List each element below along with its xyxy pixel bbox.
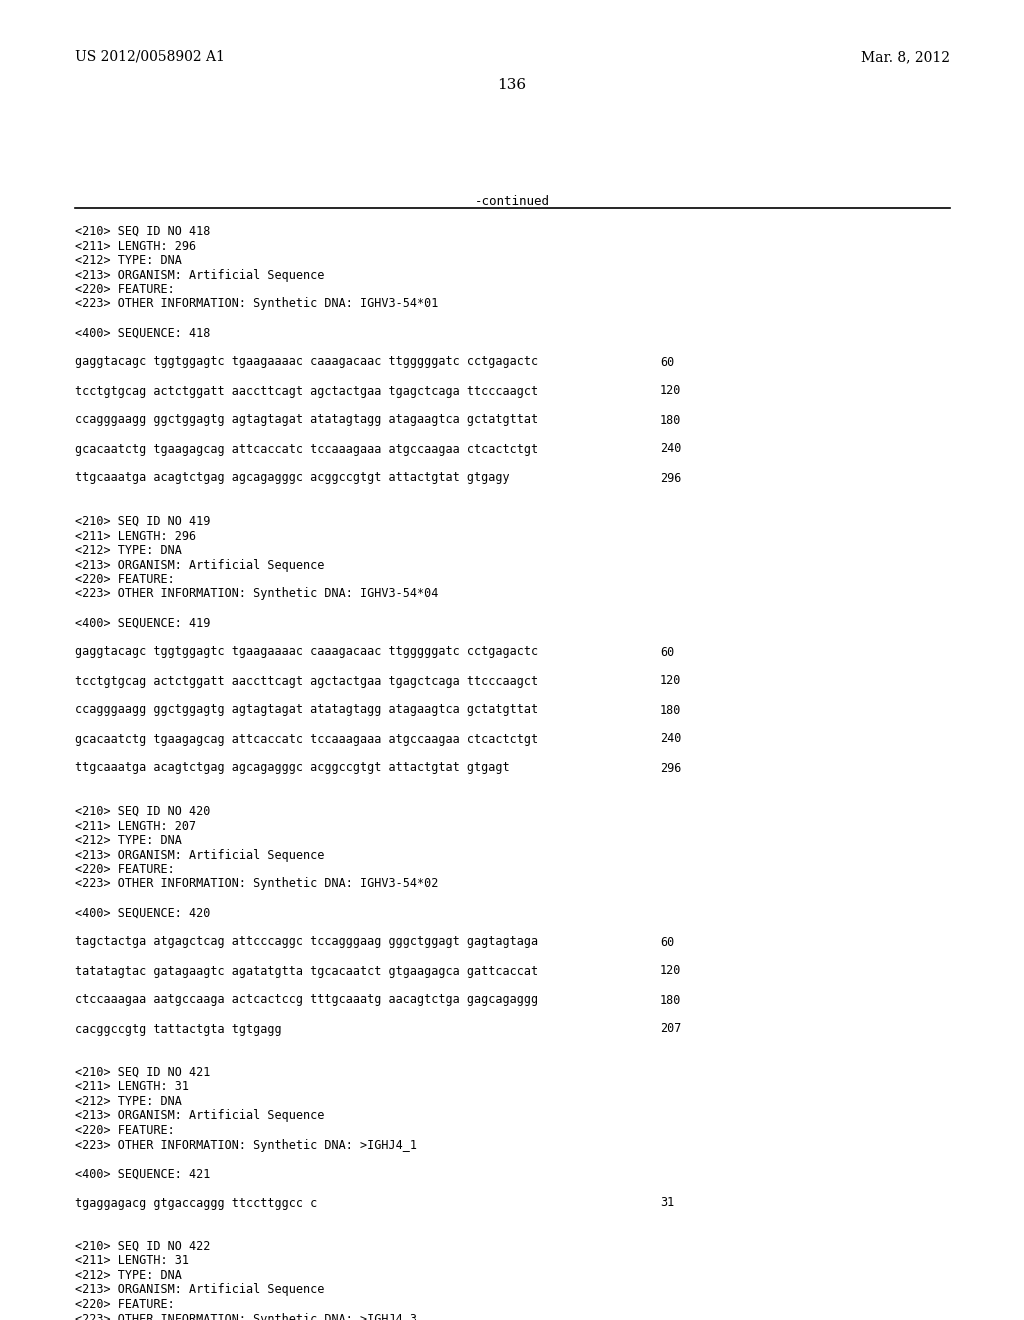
Text: 60: 60 xyxy=(660,645,674,659)
Text: <210> SEQ ID NO 421: <210> SEQ ID NO 421 xyxy=(75,1067,210,1078)
Text: <223> OTHER INFORMATION: Synthetic DNA: IGHV3-54*01: <223> OTHER INFORMATION: Synthetic DNA: … xyxy=(75,297,438,310)
Text: <400> SEQUENCE: 418: <400> SEQUENCE: 418 xyxy=(75,326,210,339)
Text: 180: 180 xyxy=(660,994,681,1006)
Text: tcctgtgcag actctggatt aaccttcagt agctactgaa tgagctcaga ttcccaagct: tcctgtgcag actctggatt aaccttcagt agctact… xyxy=(75,384,539,397)
Text: <211> LENGTH: 296: <211> LENGTH: 296 xyxy=(75,529,197,543)
Text: 296: 296 xyxy=(660,762,681,775)
Text: <210> SEQ ID NO 422: <210> SEQ ID NO 422 xyxy=(75,1239,210,1253)
Text: <213> ORGANISM: Artificial Sequence: <213> ORGANISM: Artificial Sequence xyxy=(75,1110,325,1122)
Text: 120: 120 xyxy=(660,965,681,978)
Text: <210> SEQ ID NO 420: <210> SEQ ID NO 420 xyxy=(75,805,210,818)
Text: <223> OTHER INFORMATION: Synthetic DNA: IGHV3-54*02: <223> OTHER INFORMATION: Synthetic DNA: … xyxy=(75,878,438,891)
Text: 207: 207 xyxy=(660,1023,681,1035)
Text: 120: 120 xyxy=(660,675,681,688)
Text: <213> ORGANISM: Artificial Sequence: <213> ORGANISM: Artificial Sequence xyxy=(75,1283,325,1296)
Text: <211> LENGTH: 31: <211> LENGTH: 31 xyxy=(75,1254,189,1267)
Text: 180: 180 xyxy=(660,413,681,426)
Text: <220> FEATURE:: <220> FEATURE: xyxy=(75,573,175,586)
Text: <220> FEATURE:: <220> FEATURE: xyxy=(75,282,175,296)
Text: 180: 180 xyxy=(660,704,681,717)
Text: tagctactga atgagctcag attcccaggc tccagggaag gggctggagt gagtagtaga: tagctactga atgagctcag attcccaggc tccaggg… xyxy=(75,936,539,949)
Text: <212> TYPE: DNA: <212> TYPE: DNA xyxy=(75,1269,182,1282)
Text: <213> ORGANISM: Artificial Sequence: <213> ORGANISM: Artificial Sequence xyxy=(75,558,325,572)
Text: cacggccgtg tattactgta tgtgagg: cacggccgtg tattactgta tgtgagg xyxy=(75,1023,282,1035)
Text: <210> SEQ ID NO 418: <210> SEQ ID NO 418 xyxy=(75,224,210,238)
Text: <213> ORGANISM: Artificial Sequence: <213> ORGANISM: Artificial Sequence xyxy=(75,268,325,281)
Text: 296: 296 xyxy=(660,471,681,484)
Text: ccagggaagg ggctggagtg agtagtagat atatagtagg atagaagtca gctatgttat: ccagggaagg ggctggagtg agtagtagat atatagt… xyxy=(75,704,539,717)
Text: <220> FEATURE:: <220> FEATURE: xyxy=(75,863,175,876)
Text: gcacaatctg tgaagagcag attcaccatc tccaaagaaa atgccaagaa ctcactctgt: gcacaatctg tgaagagcag attcaccatc tccaaag… xyxy=(75,442,539,455)
Text: <212> TYPE: DNA: <212> TYPE: DNA xyxy=(75,544,182,557)
Text: <400> SEQUENCE: 421: <400> SEQUENCE: 421 xyxy=(75,1167,210,1180)
Text: <400> SEQUENCE: 420: <400> SEQUENCE: 420 xyxy=(75,907,210,920)
Text: <223> OTHER INFORMATION: Synthetic DNA: >IGHJ4_3: <223> OTHER INFORMATION: Synthetic DNA: … xyxy=(75,1312,417,1320)
Text: 240: 240 xyxy=(660,733,681,746)
Text: 120: 120 xyxy=(660,384,681,397)
Text: gcacaatctg tgaagagcag attcaccatc tccaaagaaa atgccaagaa ctcactctgt: gcacaatctg tgaagagcag attcaccatc tccaaag… xyxy=(75,733,539,746)
Text: gaggtacagc tggtggagtc tgaagaaaac caaagacaac ttgggggatc cctgagactc: gaggtacagc tggtggagtc tgaagaaaac caaagac… xyxy=(75,355,539,368)
Text: <220> FEATURE:: <220> FEATURE: xyxy=(75,1125,175,1137)
Text: gaggtacagc tggtggagtc tgaagaaaac caaagacaac ttgggggatc cctgagactc: gaggtacagc tggtggagtc tgaagaaaac caaagac… xyxy=(75,645,539,659)
Text: tatatagtac gatagaagtc agatatgtta tgcacaatct gtgaagagca gattcaccat: tatatagtac gatagaagtc agatatgtta tgcacaa… xyxy=(75,965,539,978)
Text: <211> LENGTH: 296: <211> LENGTH: 296 xyxy=(75,239,197,252)
Text: Mar. 8, 2012: Mar. 8, 2012 xyxy=(861,50,950,63)
Text: -continued: -continued xyxy=(474,195,550,209)
Text: ccagggaagg ggctggagtg agtagtagat atatagtagg atagaagtca gctatgttat: ccagggaagg ggctggagtg agtagtagat atatagt… xyxy=(75,413,539,426)
Text: <212> TYPE: DNA: <212> TYPE: DNA xyxy=(75,253,182,267)
Text: ctccaaagaa aatgccaaga actcactccg tttgcaaatg aacagtctga gagcagaggg: ctccaaagaa aatgccaaga actcactccg tttgcaa… xyxy=(75,994,539,1006)
Text: US 2012/0058902 A1: US 2012/0058902 A1 xyxy=(75,50,225,63)
Text: <223> OTHER INFORMATION: Synthetic DNA: IGHV3-54*04: <223> OTHER INFORMATION: Synthetic DNA: … xyxy=(75,587,438,601)
Text: ttgcaaatga acagtctgag agcagagggc acggccgtgt attactgtat gtgagt: ttgcaaatga acagtctgag agcagagggc acggccg… xyxy=(75,762,510,775)
Text: 60: 60 xyxy=(660,355,674,368)
Text: <210> SEQ ID NO 419: <210> SEQ ID NO 419 xyxy=(75,515,210,528)
Text: tcctgtgcag actctggatt aaccttcagt agctactgaa tgagctcaga ttcccaagct: tcctgtgcag actctggatt aaccttcagt agctact… xyxy=(75,675,539,688)
Text: <211> LENGTH: 31: <211> LENGTH: 31 xyxy=(75,1081,189,1093)
Text: <212> TYPE: DNA: <212> TYPE: DNA xyxy=(75,834,182,847)
Text: 31: 31 xyxy=(660,1196,674,1209)
Text: <223> OTHER INFORMATION: Synthetic DNA: >IGHJ4_1: <223> OTHER INFORMATION: Synthetic DNA: … xyxy=(75,1138,417,1151)
Text: 240: 240 xyxy=(660,442,681,455)
Text: 60: 60 xyxy=(660,936,674,949)
Text: 136: 136 xyxy=(498,78,526,92)
Text: ttgcaaatga acagtctgag agcagagggc acggccgtgt attactgtat gtgagy: ttgcaaatga acagtctgag agcagagggc acggccg… xyxy=(75,471,510,484)
Text: <213> ORGANISM: Artificial Sequence: <213> ORGANISM: Artificial Sequence xyxy=(75,849,325,862)
Text: <220> FEATURE:: <220> FEATURE: xyxy=(75,1298,175,1311)
Text: <212> TYPE: DNA: <212> TYPE: DNA xyxy=(75,1096,182,1107)
Text: <400> SEQUENCE: 419: <400> SEQUENCE: 419 xyxy=(75,616,210,630)
Text: <211> LENGTH: 207: <211> LENGTH: 207 xyxy=(75,820,197,833)
Text: tgaggagacg gtgaccaggg ttccttggcc c: tgaggagacg gtgaccaggg ttccttggcc c xyxy=(75,1196,317,1209)
